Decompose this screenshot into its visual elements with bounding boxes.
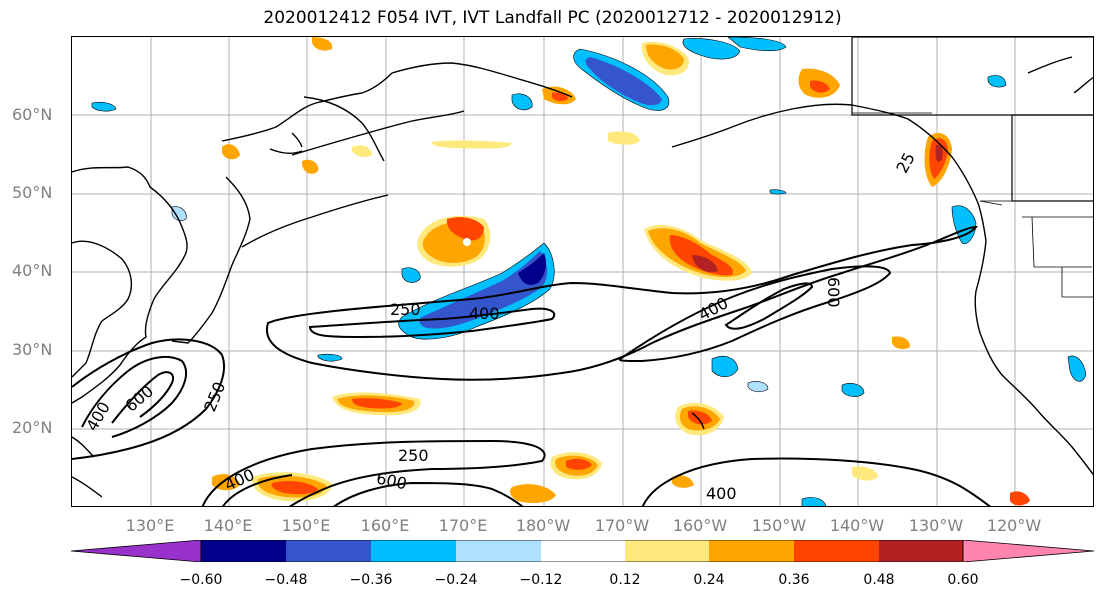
colorbar-segment [371,540,456,562]
contour-400-south [222,474,293,506]
colorbar-tick: −0.12 [519,572,563,588]
colorbar-tick: 0.48 [863,572,895,588]
colorbar-extend-low [71,540,202,562]
map-title: 2020012412 F054 IVT, IVT Landfall PC (20… [263,8,842,28]
colorbar-segment [625,540,709,562]
contour-250-central [265,225,979,381]
coastlines [72,56,1093,498]
positive-pc-regions [212,37,1030,506]
colorbar-extend-high [962,540,1094,562]
contour-400-southeast [641,457,992,506]
contour-600-south [333,481,524,506]
lon-label-130e: 130°E [125,516,175,535]
contour-400-central [308,307,556,339]
contour-label: 600 [121,381,157,415]
contour-label: 25 [892,149,918,176]
lon-label-160e: 160°E [360,516,410,535]
contour-label: 250 [398,446,429,465]
contour-label: 250 [390,300,421,319]
colorbar-tick: 0.36 [778,572,810,588]
lat-label-60n: 60°N [12,105,53,124]
contour-label: 600 [375,468,409,493]
colorbar-segment [879,540,963,562]
colorbar-segment [286,540,371,562]
lat-label-40n: 40°N [12,261,53,280]
colorbar-segment [201,540,286,562]
colorbar-tick: −0.36 [349,572,393,588]
colorbar-segment [794,540,879,562]
colorbar [71,540,1094,562]
lon-label-120w: 120°W [986,516,1042,535]
lat-label-30n: 30°N [12,340,53,359]
lon-label-170w: 170°W [594,516,650,535]
negative-pc-regions [91,37,1087,506]
lon-label-180w: 180°W [515,516,571,535]
contour-400-west [81,355,188,438]
lon-label-140w: 140°W [829,516,885,535]
contour-label: 400 [706,484,737,503]
colorbar-tick: 0.24 [693,572,725,588]
colorbar-segment [541,540,625,562]
lon-label-150e: 150°E [281,516,331,535]
lon-label-170e: 170°E [438,516,488,535]
lat-label-20n: 20°N [12,418,53,437]
contour-600-west [111,371,174,424]
colorbar-tick: 0.60 [947,572,979,588]
ivt-contours [72,225,992,506]
contour-label: 600 [824,277,843,308]
colorbar-segment [456,540,541,562]
lat-label-50n: 50°N [12,183,53,202]
lon-label-150w: 150°W [751,516,807,535]
colorbar-tick: −0.60 [179,572,223,588]
lon-label-140e: 140°E [203,516,253,535]
contour-400-east [618,265,892,363]
colorbar-tick: −0.48 [264,572,308,588]
contour-250-west [72,338,225,460]
colorbar-tick: −0.24 [434,572,478,588]
contour-label: 400 [469,304,500,323]
map-panel: 250 400 400 600 400 600 250 250 400 600 … [71,36,1094,507]
lon-label-130w: 130°W [908,516,964,535]
contour-label: 250 [200,379,229,414]
contour-250-south [201,439,546,506]
colorbar-tick: 0.12 [609,572,641,588]
contour-label: 400 [222,465,258,495]
lon-label-160w: 160°W [672,516,728,535]
colorbar-segment [709,540,794,562]
contour-600-east [724,282,814,330]
gridlines [72,37,1093,506]
